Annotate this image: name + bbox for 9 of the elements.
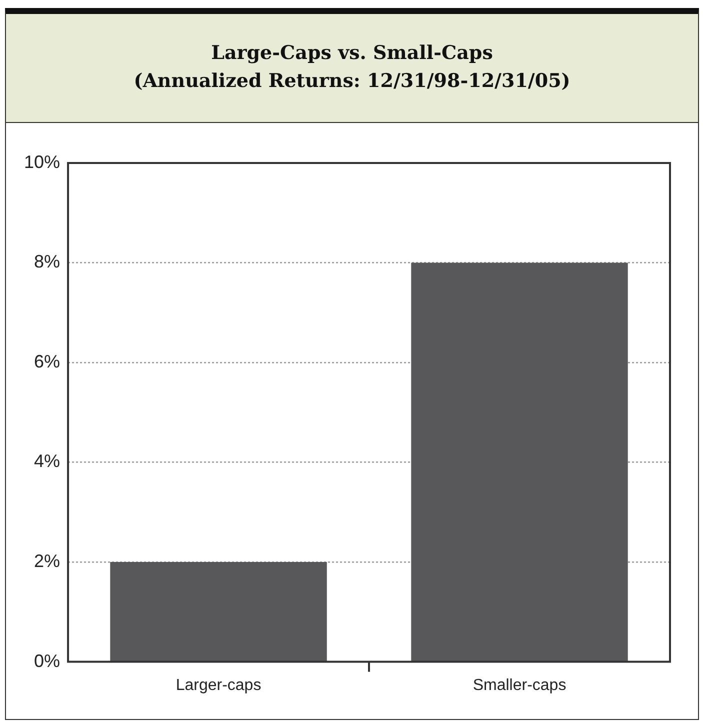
y-tick-label: 6%	[34, 351, 60, 372]
x-tick-label: Smaller-caps	[472, 676, 566, 694]
chart-title: Large-Caps vs. Small-Caps (Annualized Returns: 12/31/98-12/31/05)	[6, 14, 698, 123]
y-tick-label: 4%	[34, 451, 60, 472]
y-tick-label: 0%	[34, 650, 60, 671]
y-tick-label: 10%	[24, 152, 60, 172]
x-tick-label: Larger-caps	[176, 676, 262, 694]
y-tick-label: 8%	[34, 252, 60, 272]
y-tick-label: 2%	[34, 551, 60, 572]
